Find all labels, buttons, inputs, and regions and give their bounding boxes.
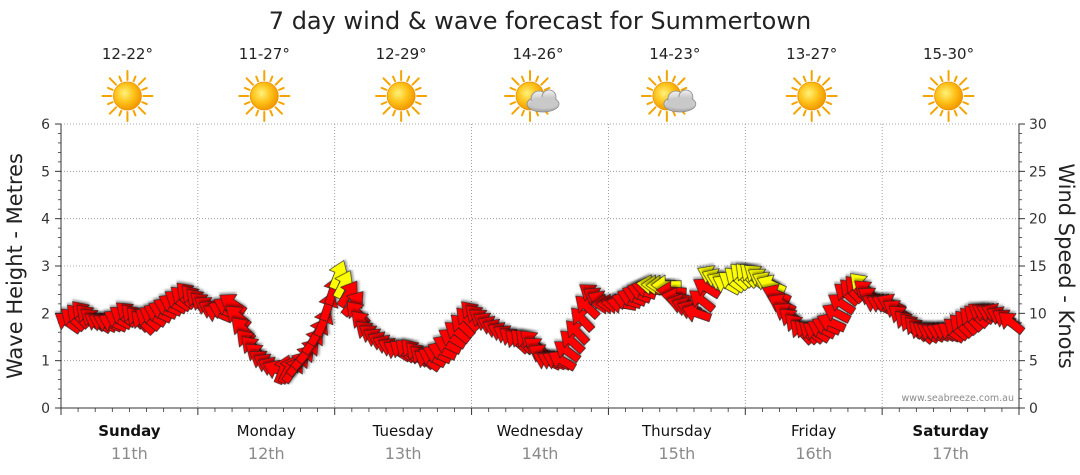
- sun-icon: [922, 70, 975, 122]
- day-date-label: 12th: [248, 444, 285, 463]
- right-tick-label: 30: [1029, 117, 1047, 133]
- left-tick-label: 6: [41, 117, 50, 133]
- day-name-label: Wednesday: [497, 422, 584, 440]
- day-name-label: Tuesday: [372, 422, 434, 440]
- axes: 0 1 2 3 4 5 6 0 5 10 15 20 25 30: [41, 117, 1047, 417]
- day-temp-range: 15-30°: [923, 45, 974, 63]
- right-tick-label: 20: [1029, 212, 1047, 228]
- wind-arrows: [55, 260, 1026, 385]
- wind-arrow: [998, 312, 1026, 335]
- watermark: www.seabreeze.com.au: [902, 393, 1015, 404]
- sun-icon: [101, 70, 154, 122]
- right-axis-label: Wind Speed - Knots: [1054, 163, 1078, 368]
- sun-icon: [238, 70, 291, 122]
- day-temp-range: 12-22°: [102, 45, 153, 63]
- left-tick-label: 2: [41, 306, 50, 322]
- day-labels: Sunday 11th Monday 12th Tuesday 13th Wednesday…: [98, 422, 989, 463]
- right-tick-label: 10: [1029, 306, 1047, 322]
- day-date-label: 17th: [932, 444, 969, 463]
- day-name-label: Friday: [791, 422, 837, 440]
- day-name-label: Monday: [237, 422, 296, 440]
- day-date-label: 13th: [385, 444, 422, 463]
- left-tick-label: 4: [41, 212, 50, 228]
- day-weather-header: 12-22° 11-27° 12-29° 14-26° 14-23° 13-27° 15-3…: [101, 45, 975, 122]
- day-date-label: 16th: [795, 444, 832, 463]
- right-tick-label: 5: [1029, 354, 1038, 370]
- right-tick-label: 15: [1029, 259, 1047, 275]
- left-tick-label: 1: [41, 354, 50, 370]
- left-tick-label: 0: [41, 401, 50, 417]
- day-temp-range: 14-26°: [512, 45, 563, 63]
- day-temp-range: 14-23°: [649, 45, 700, 63]
- plot-area: 0 1 2 3 4 5 6 0 5 10 15 20 25 30: [41, 117, 1047, 417]
- sun-icon: [375, 70, 428, 122]
- day-date-label: 15th: [658, 444, 695, 463]
- left-axis-label: Wave Height - Metres: [3, 153, 27, 379]
- partly-cloudy-icon: [504, 70, 560, 122]
- right-tick-label: 0: [1029, 401, 1038, 417]
- left-tick-label: 5: [41, 164, 50, 180]
- chart-title: 7 day wind & wave forecast for Summertow…: [269, 7, 811, 35]
- day-date-label: 14th: [522, 444, 559, 463]
- day-temp-range: 12-29°: [376, 45, 427, 63]
- sun-icon: [785, 70, 838, 122]
- day-name-label: Thursday: [641, 422, 712, 440]
- day-name-label: Saturday: [912, 422, 989, 440]
- right-tick-label: 25: [1029, 164, 1047, 180]
- partly-cloudy-icon: [640, 70, 697, 122]
- day-name-label: Sunday: [98, 422, 161, 440]
- day-temp-range: 11-27°: [239, 45, 290, 63]
- day-date-label: 11th: [111, 444, 148, 463]
- day-temp-range: 13-27°: [786, 45, 837, 63]
- wind-arrow: [681, 302, 713, 323]
- left-tick-label: 3: [41, 259, 50, 275]
